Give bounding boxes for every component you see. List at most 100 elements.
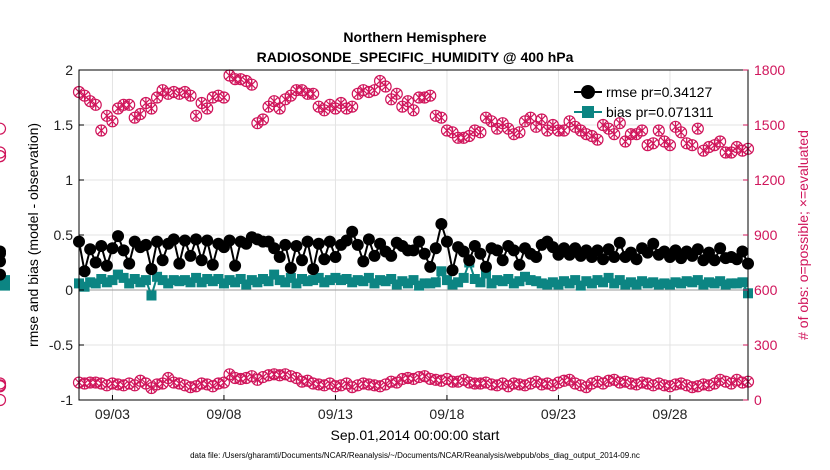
bias-point	[659, 278, 670, 289]
obs-point-evaluated	[475, 378, 486, 389]
obs-point-evaluated	[581, 381, 591, 393]
rmse-point	[112, 230, 125, 243]
bias-point	[246, 275, 257, 286]
rmse-point	[736, 245, 749, 258]
obs-point-possible	[390, 87, 403, 100]
rmse-point	[301, 235, 314, 248]
bias-point	[553, 279, 564, 290]
obs-point-evaluated	[587, 378, 597, 389]
rmse-point	[424, 260, 437, 273]
bias-point	[107, 275, 118, 286]
bias-point	[274, 275, 285, 286]
obs-point-evaluated	[219, 377, 229, 388]
bias-point	[520, 271, 530, 282]
bias-point	[352, 275, 363, 286]
obs-point-evaluated	[386, 376, 396, 387]
obs-point-evaluated	[486, 379, 497, 390]
obs-point-evaluated	[152, 92, 162, 103]
bias-point	[720, 279, 731, 290]
y-tick-label-right: 300	[754, 337, 778, 353]
bias-point	[291, 278, 302, 289]
obs-point-evaluated	[553, 377, 564, 388]
rmse-point	[413, 235, 426, 248]
obs-point-possible	[691, 122, 704, 135]
obs-point-evaluated	[643, 378, 653, 389]
y-tick-label: 1	[65, 172, 73, 188]
rmse-point	[474, 247, 487, 260]
obs-point-evaluated	[737, 145, 748, 156]
bias-point	[263, 276, 274, 287]
bias-point	[369, 278, 380, 289]
obs-point-evaluated	[91, 99, 101, 111]
obs-point-evaluated	[659, 380, 669, 391]
obs-point-evaluated	[302, 88, 313, 100]
obs-point-evaluated	[670, 379, 681, 390]
obs-point-evaluated	[79, 378, 90, 389]
bias-point	[90, 278, 101, 289]
obs-point-evaluated	[280, 94, 290, 105]
obs-point-evaluated	[174, 378, 184, 389]
obs-point-possible	[95, 124, 108, 137]
obs-point-evaluated	[369, 84, 380, 96]
legend-rmse-label: rmse pr=0.34127	[606, 84, 712, 100]
bias-point	[185, 277, 196, 288]
rmse-point	[340, 234, 353, 247]
obs-point-evaluated	[141, 378, 151, 389]
bias-point	[313, 272, 324, 283]
obs-point-evaluated	[202, 103, 212, 114]
bias-point	[726, 278, 737, 289]
obs-point-evaluated	[392, 377, 402, 388]
obs-point-evaluated	[576, 380, 586, 391]
obs-point-evaluated	[548, 380, 558, 391]
y-tick-label-right: 1500	[754, 117, 785, 133]
obs-point-evaluated	[514, 379, 525, 390]
bias-point	[408, 275, 419, 286]
bias-point	[146, 290, 157, 301]
bias-point	[664, 279, 675, 290]
rmse-point	[279, 238, 292, 251]
obs-point-evaluated	[609, 128, 619, 140]
y-tick-label: 1.5	[54, 117, 74, 133]
bias-point	[152, 271, 163, 282]
obs-point-evaluated	[698, 379, 709, 390]
bias-point	[135, 277, 146, 288]
rmse-point	[184, 249, 197, 262]
obs-point-evaluated	[403, 95, 413, 107]
obs-point-evaluated	[492, 380, 502, 391]
upper-obs-series	[0, 70, 755, 163]
bias-point	[475, 277, 486, 288]
bias-point	[419, 278, 430, 289]
obs-point-evaluated	[732, 141, 742, 153]
obs-point-evaluated	[124, 378, 134, 389]
obs-point-evaluated	[486, 116, 497, 127]
bias-point	[363, 272, 374, 283]
obs-point-evaluated	[693, 123, 703, 134]
obs-point-evaluated	[130, 380, 140, 391]
obs-point-possible	[0, 146, 7, 159]
rmse-point	[318, 253, 331, 266]
obs-point-evaluated	[118, 380, 129, 391]
obs-point-evaluated	[665, 381, 675, 392]
obs-point-evaluated	[715, 136, 725, 147]
bias-point	[637, 276, 648, 287]
bias-point	[559, 276, 570, 287]
obs-point-evaluated	[341, 103, 352, 114]
obs-point-evaluated	[403, 372, 413, 384]
obs-point-evaluated	[581, 128, 591, 140]
obs-point-evaluated	[687, 381, 697, 393]
rmse-point	[714, 242, 727, 255]
bias-point	[653, 279, 664, 290]
obs-point-evaluated	[509, 128, 519, 140]
bias-point	[285, 272, 296, 283]
obs-point-evaluated	[353, 380, 363, 391]
obs-point-evaluated	[592, 134, 603, 145]
obs-point-evaluated	[169, 86, 179, 98]
rmse-point	[290, 240, 303, 252]
obs-point-evaluated	[470, 125, 480, 136]
bias-point	[497, 276, 508, 287]
rmse-point	[100, 259, 113, 272]
bias-point	[598, 277, 609, 288]
obs-point-evaluated	[269, 95, 279, 107]
footer-note: data file: /Users/gharamti/Documents/NCA…	[190, 451, 640, 460]
obs-point-evaluated	[392, 88, 402, 100]
